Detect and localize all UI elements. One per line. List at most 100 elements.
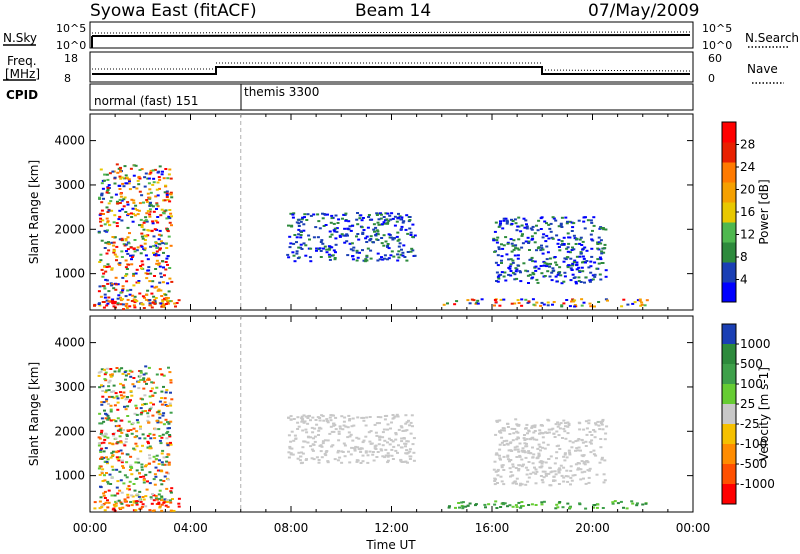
power-scatter-cell bbox=[134, 207, 137, 210]
velocity-scatter-cell bbox=[538, 461, 542, 464]
power-scatter-cell bbox=[139, 265, 143, 267]
power-scatter-cell bbox=[149, 272, 153, 275]
velocity-scatter-cell bbox=[517, 437, 520, 440]
power-scatter-cell bbox=[98, 304, 102, 307]
power-scatter-cell bbox=[141, 237, 145, 240]
velocity-scatter-cell bbox=[381, 431, 385, 434]
velocity-scatter-cell bbox=[120, 491, 124, 494]
velocity-scatter-cell bbox=[146, 415, 150, 418]
velocity-scatter-cell bbox=[141, 398, 144, 401]
power-scatter-cell bbox=[387, 247, 391, 250]
power-scatter-cell bbox=[361, 233, 365, 235]
power-scatter-cell bbox=[148, 204, 152, 207]
x-tick-label: 00:00 bbox=[73, 521, 108, 535]
velocity-scatter-cell bbox=[601, 420, 605, 423]
velocity-scatter-cell bbox=[302, 414, 306, 417]
velocity-scatter-cell bbox=[502, 455, 506, 458]
velocity-scatter-cell bbox=[351, 417, 355, 420]
power-scatter-cell bbox=[508, 267, 512, 270]
velocity-scatter-cell bbox=[541, 460, 545, 463]
velocity-scatter-cell bbox=[386, 441, 389, 444]
power-scatter-cell bbox=[575, 255, 579, 258]
power-scatter-cell bbox=[383, 222, 386, 225]
velocity-scatter-cell bbox=[109, 408, 113, 411]
velocity-scatter-cell bbox=[169, 491, 173, 494]
power-scatter-cell bbox=[557, 238, 561, 241]
power-scatter-cell bbox=[367, 216, 371, 218]
power-scatter-cell bbox=[564, 216, 568, 219]
velocity-scatter-cell bbox=[100, 431, 103, 434]
power-scatter-cell bbox=[99, 168, 103, 171]
power-scatter-cell bbox=[558, 266, 562, 269]
velocity-scatter-cell bbox=[139, 370, 143, 373]
velocity-scatter-cell bbox=[518, 464, 522, 467]
velocity-scatter-cell bbox=[301, 429, 305, 432]
velocity-scatter-cell bbox=[517, 468, 521, 470]
velocity-scatter-cell bbox=[502, 483, 506, 486]
power-scatter-cell bbox=[369, 257, 373, 260]
velocity-scatter-cell bbox=[169, 411, 173, 414]
power-scatter-cell bbox=[503, 271, 507, 274]
power-scatter-cell bbox=[410, 247, 414, 250]
velocity-scatter-cell bbox=[566, 421, 570, 424]
power-scatter-cell bbox=[548, 265, 552, 268]
power-scatter-cell bbox=[130, 258, 133, 261]
power-scatter-cell bbox=[159, 272, 163, 275]
velocity-scatter-cell bbox=[137, 381, 141, 383]
velocity-scatter-cell bbox=[559, 464, 563, 467]
velocity-scatter-cell bbox=[100, 504, 104, 507]
velocity-scatter-cell bbox=[585, 460, 589, 463]
power-scatter-cell bbox=[118, 215, 122, 218]
velocity-scatter-cell bbox=[555, 430, 559, 433]
power-colorbar-tick-label: 24 bbox=[740, 160, 755, 174]
power-scatter-cell bbox=[100, 182, 104, 185]
power-scatter-cell bbox=[599, 258, 603, 261]
power-scatter-cell bbox=[160, 173, 164, 176]
power-scatter-cell bbox=[105, 173, 109, 176]
velocity-scatter-cell bbox=[347, 431, 351, 434]
velocity-scatter-cell bbox=[149, 406, 153, 409]
velocity-scatter-cell bbox=[582, 454, 586, 457]
power-scatter-cell bbox=[328, 247, 332, 250]
velocity-scatter-cell bbox=[495, 419, 499, 422]
power-scatter-cell bbox=[315, 249, 318, 252]
power-scatter-cell bbox=[152, 295, 156, 298]
velocity-ytick-label: 4000 bbox=[54, 336, 85, 350]
power-scatter-cell bbox=[299, 230, 303, 233]
velocity-scatter-cell bbox=[132, 447, 136, 450]
velocity-scatter-cell bbox=[291, 453, 295, 456]
power-scatter-cell bbox=[578, 242, 582, 245]
velocity-scatter-cell bbox=[148, 447, 152, 450]
power-scatter-cell bbox=[511, 220, 515, 222]
velocity-scatter-cell bbox=[498, 457, 502, 460]
power-scatter-cell bbox=[496, 276, 500, 279]
velocity-scatter-cell bbox=[603, 459, 607, 462]
power-scatter-cell bbox=[118, 202, 122, 204]
velocity-scatter-cell bbox=[386, 455, 390, 458]
velocity-scatter-cell bbox=[538, 466, 542, 469]
velocity-scatter-cell bbox=[142, 498, 146, 501]
power-scatter-cell bbox=[585, 260, 589, 262]
velocity-scatter-cell bbox=[613, 500, 617, 503]
power-scatter-cell bbox=[318, 247, 322, 250]
x-tick-label: 12:00 bbox=[374, 521, 409, 535]
power-scatter-cell bbox=[167, 290, 171, 293]
velocity-scatter-cell bbox=[116, 408, 120, 411]
velocity-scatter-cell bbox=[550, 428, 553, 431]
power-scatter-cell bbox=[376, 259, 380, 262]
power-scatter-cell bbox=[147, 266, 151, 269]
power-scatter-cell bbox=[155, 202, 159, 205]
power-scatter-cell bbox=[537, 267, 541, 270]
velocity-scatter-cell bbox=[552, 432, 556, 435]
velocity-scatter-cell bbox=[596, 503, 600, 506]
velocity-scatter-cell bbox=[97, 436, 101, 439]
velocity-scatter-cell bbox=[124, 374, 128, 377]
power-scatter-cell bbox=[589, 271, 593, 274]
power-scatter-cell bbox=[409, 231, 413, 234]
power-scatter-cell bbox=[162, 266, 165, 269]
velocity-scatter-cell bbox=[108, 379, 112, 382]
power-scatter-cell bbox=[150, 306, 154, 309]
power-scatter-cell bbox=[507, 273, 511, 276]
power-scatter-cell bbox=[120, 176, 124, 179]
velocity-scatter-cell bbox=[546, 443, 550, 446]
